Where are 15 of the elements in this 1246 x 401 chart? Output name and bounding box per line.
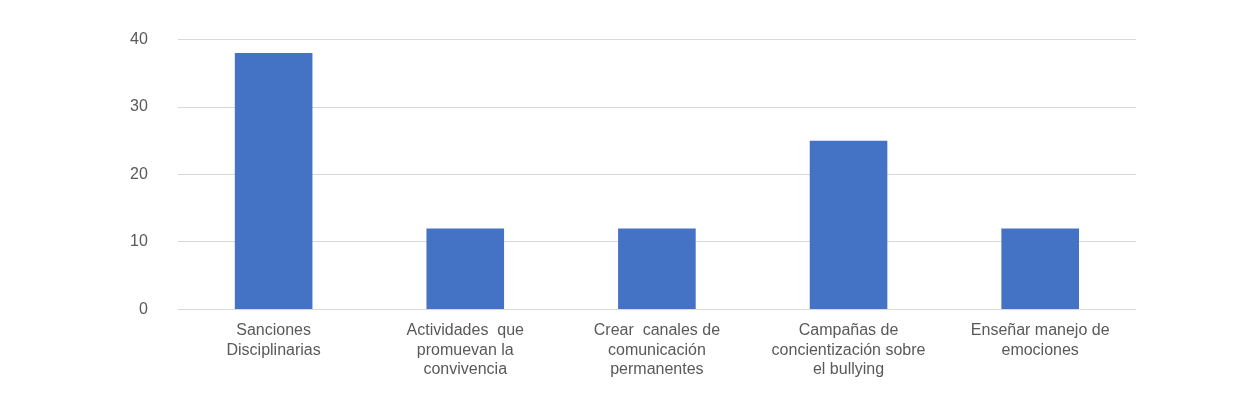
y-tick-label: 0 xyxy=(138,299,148,317)
bar xyxy=(1001,228,1079,309)
y-tick-label: 20 xyxy=(130,164,148,182)
bar xyxy=(809,140,888,309)
bar xyxy=(234,53,313,309)
x-tick-label: Actividades que promuevan la convivencia xyxy=(406,321,525,377)
x-tick-label: Crear canales de comunicación permanentes xyxy=(593,321,721,377)
x-tick-label: Enseñar manejo de emociones xyxy=(970,321,1110,358)
bar xyxy=(618,228,696,309)
y-tick-label: 40 xyxy=(130,30,148,48)
x-tick-label: Campañas de concientización sobre el bullying xyxy=(771,321,926,377)
bar xyxy=(426,228,505,309)
y-tick-label: 30 xyxy=(130,97,148,115)
y-tick-label: 10 xyxy=(130,232,148,250)
x-tick-label: Sanciones Disciplinarias xyxy=(226,321,321,358)
